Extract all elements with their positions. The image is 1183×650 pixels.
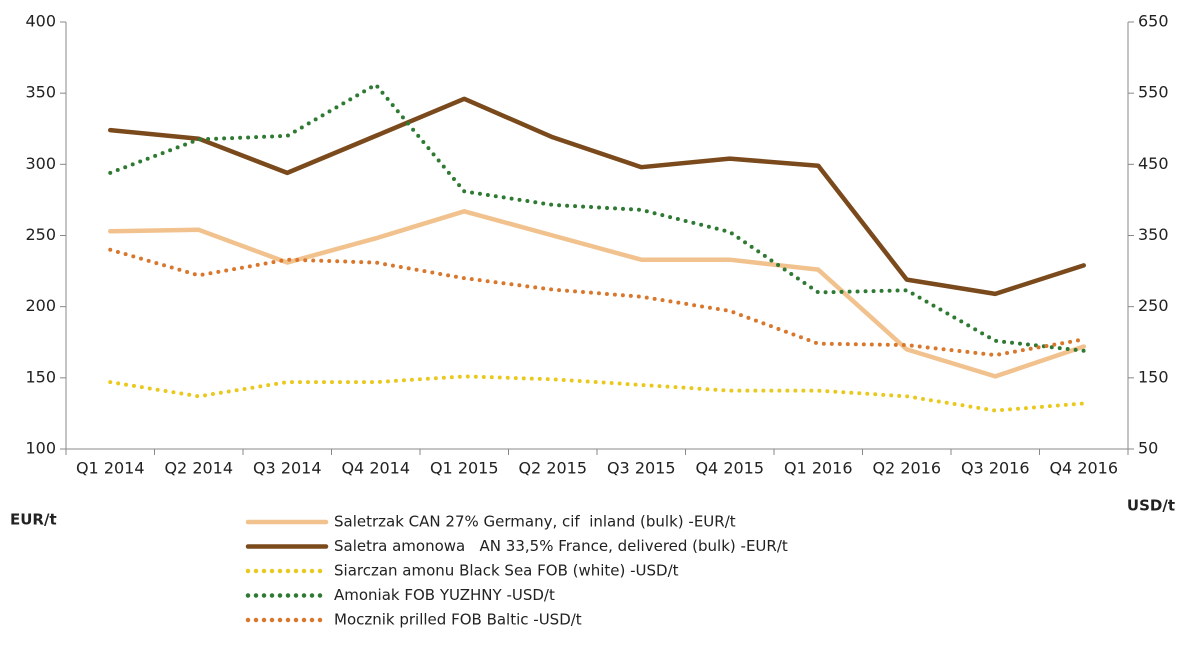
legend-label: Saletrzak CAN 27% Germany, cif inland (b… xyxy=(334,513,736,531)
series-line xyxy=(108,374,1086,413)
x-tick-label: Q4 2016 xyxy=(1049,459,1118,478)
x-tick-label: Q3 2015 xyxy=(607,459,676,478)
y-tick-label: 400 xyxy=(25,12,56,31)
y-tick-label: 350 xyxy=(25,83,56,102)
x-tick-label: Q3 2014 xyxy=(253,459,322,478)
legend-label: Mocznik prilled FOB Baltic -USD/t xyxy=(334,611,582,629)
y-tick-label: 300 xyxy=(25,154,56,173)
y-axis-label: EUR/t xyxy=(10,511,57,529)
y2-tick-label: 250 xyxy=(1138,296,1169,315)
legend-label: Amoniak FOB YUZHNY -USD/t xyxy=(334,586,555,604)
series-line xyxy=(108,96,1086,297)
legend-label: Siarczan amonu Black Sea FOB (white) -US… xyxy=(334,562,679,580)
x-tick-label: Q1 2015 xyxy=(430,459,499,478)
y2-tick-label: 350 xyxy=(1138,225,1169,244)
series-line xyxy=(108,247,1086,358)
x-tick-label: Q4 2015 xyxy=(695,459,764,478)
x-tick-label: Q1 2016 xyxy=(784,459,853,478)
y-tick-label: 200 xyxy=(25,296,56,315)
x-tick-label: Q1 2014 xyxy=(76,459,145,478)
y2-tick-label: 150 xyxy=(1138,367,1169,386)
x-tick-label: Q2 2016 xyxy=(872,459,941,478)
legend-label: Saletra amonowa AN 33,5% France, deliver… xyxy=(334,537,788,555)
y2-axis-label: USD/t xyxy=(1127,497,1175,515)
y2-tick-label: 650 xyxy=(1138,12,1169,31)
x-tick-label: Q4 2014 xyxy=(341,459,410,478)
x-tick-label: Q2 2015 xyxy=(518,459,587,478)
y2-tick-label: 50 xyxy=(1138,439,1158,458)
x-tick-label: Q3 2016 xyxy=(961,459,1030,478)
y-tick-label: 250 xyxy=(25,225,56,244)
x-tick-label: Q2 2014 xyxy=(164,459,233,478)
y2-tick-label: 550 xyxy=(1138,83,1169,102)
series-line xyxy=(108,82,1086,353)
y-tick-label: 100 xyxy=(25,439,56,458)
series-line xyxy=(108,209,1086,379)
y2-tick-label: 450 xyxy=(1138,154,1169,173)
y-tick-label: 150 xyxy=(25,367,56,386)
